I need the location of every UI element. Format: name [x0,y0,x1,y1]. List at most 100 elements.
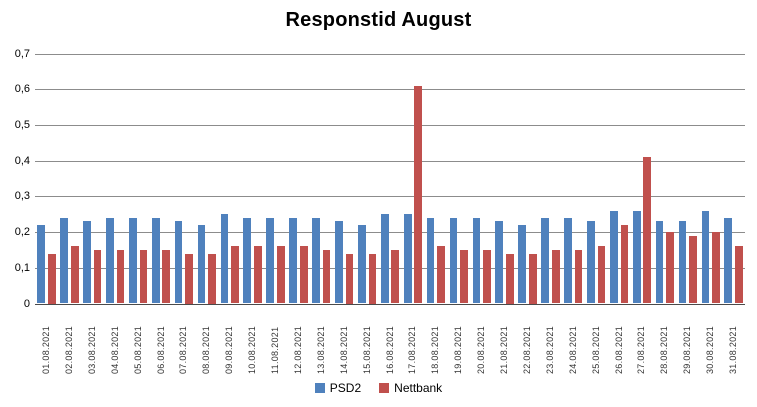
bar-nettbank-31.08.2021 [735,246,743,304]
x-tick-label: 16.08.2021 [384,325,395,374]
x-tick-label: 05.08.2021 [132,325,143,374]
bar-nettbank-21.08.2021 [506,253,514,304]
x-tick-label: 11.08.2021 [270,326,280,374]
bar-psd2-16.08.2021 [380,214,389,304]
bar-psd2-28.08.2021 [655,221,664,304]
x-tick-label: 15.08.2021 [361,325,372,374]
x-tick-label: 21.08.2021 [499,325,509,374]
bar-nettbank-24.08.2021 [574,249,583,304]
bar-nettbank-05.08.2021 [139,249,148,304]
bar-psd2-02.08.2021 [60,217,68,304]
x-tick-label: 30.08.2021 [705,325,716,374]
x-tick-label: 07.08.2021 [178,325,189,374]
bar-psd2-01.08.2021 [37,224,46,304]
x-tick-label: 03.08.2021 [86,325,97,374]
x-axis-line [35,303,745,305]
bar-nettbank-13.08.2021 [322,249,331,304]
legend: PSD2 Nettbank [0,381,757,395]
gridline [35,267,745,269]
x-tick-label: 31.08.2021 [728,325,738,374]
bar-psd2-05.08.2021 [128,217,137,304]
x-tick-label: 28.08.2021 [659,325,670,374]
bar-psd2-20.08.2021 [472,217,481,304]
legend-swatch-nettbank-icon [379,383,390,393]
bar-psd2-22.08.2021 [518,224,527,304]
bar-nettbank-18.08.2021 [437,246,446,304]
bar-nettbank-08.08.2021 [208,253,216,304]
x-tick-label: 26.08.2021 [613,325,624,374]
x-tick-label: 08.08.2021 [201,325,212,374]
bar-psd2-08.08.2021 [197,224,206,304]
x-tick-label: 29.08.2021 [682,325,693,374]
bar-psd2-29.08.2021 [678,221,687,304]
x-tick-label: 19.08.2021 [453,325,464,374]
y-tick-label: 0,2 [14,226,30,239]
x-tick-label: 06.08.2021 [155,325,166,374]
x-tick-label: 17.08.2021 [407,325,418,374]
bar-nettbank-25.08.2021 [597,246,606,304]
bar-psd2-10.08.2021 [243,217,252,304]
bar-nettbank-03.08.2021 [93,249,102,304]
gridline [35,196,745,198]
x-tick-label: 23.08.2021 [544,325,555,374]
bar-nettbank-27.08.2021 [643,157,652,304]
x-tick-label: 13.08.2021 [315,325,326,374]
bar-psd2-23.08.2021 [541,217,549,304]
bar-psd2-21.08.2021 [495,221,504,304]
bar-nettbank-11.08.2021 [276,246,285,304]
bar-psd2-12.08.2021 [289,217,297,304]
bar-psd2-14.08.2021 [335,221,343,304]
bar-psd2-11.08.2021 [266,217,275,304]
y-tick-label: 0,1 [14,261,30,274]
bar-psd2-30.08.2021 [701,210,710,304]
x-tick-label: 18.08.2021 [430,325,441,374]
y-tick-label: 0,3 [14,190,30,203]
bar-nettbank-06.08.2021 [162,249,171,304]
x-tick-label: 24.08.2021 [567,325,578,374]
legend-label-nettbank: Nettbank [394,381,443,395]
bar-psd2-24.08.2021 [564,217,572,304]
bar-psd2-31.08.2021 [724,217,733,304]
bar-nettbank-29.08.2021 [689,235,697,304]
x-tick-label: 22.08.2021 [521,325,532,374]
bar-psd2-15.08.2021 [357,224,366,304]
bar-nettbank-15.08.2021 [368,253,377,304]
bar-psd2-04.08.2021 [106,217,114,304]
x-tick-label: 14.08.2021 [338,325,349,374]
gridline [35,124,745,126]
bar-nettbank-23.08.2021 [551,249,560,304]
legend-item-psd2: PSD2 [314,381,361,395]
x-tick-label: 27.08.2021 [636,325,647,374]
x-tick-label: 12.08.2021 [292,325,303,374]
legend-item-nettbank: Nettbank [379,381,442,395]
bar-nettbank-30.08.2021 [712,232,720,304]
x-tick-label: 02.08.2021 [63,325,74,374]
bar-nettbank-09.08.2021 [231,246,239,304]
bar-nettbank-02.08.2021 [70,246,79,304]
bar-psd2-26.08.2021 [609,210,618,304]
bar-psd2-19.08.2021 [449,217,458,304]
bar-nettbank-12.08.2021 [299,246,308,304]
bar-psd2-03.08.2021 [83,221,91,304]
bar-nettbank-14.08.2021 [345,253,354,304]
x-tick-label: 25.08.2021 [590,325,601,374]
bar-nettbank-04.08.2021 [116,249,125,304]
bar-psd2-18.08.2021 [426,217,435,304]
bar-nettbank-01.08.2021 [47,253,56,304]
gridline [35,232,745,234]
bar-nettbank-19.08.2021 [460,249,468,304]
bar-psd2-06.08.2021 [151,217,160,304]
x-tick-label: 09.08.2021 [224,325,235,374]
x-tick-label: 20.08.2021 [476,325,487,374]
bar-psd2-09.08.2021 [220,214,229,304]
y-tick-label: 0,6 [14,83,30,96]
x-tick-label: 01.08.2021 [41,325,51,374]
bar-psd2-25.08.2021 [587,221,595,304]
bar-nettbank-17.08.2021 [414,85,423,304]
x-tick-label: 04.08.2021 [109,325,120,374]
x-tick-label: 10.08.2021 [247,325,258,374]
gridline [35,160,745,162]
bar-nettbank-16.08.2021 [391,249,400,304]
bar-nettbank-10.08.2021 [254,246,262,304]
